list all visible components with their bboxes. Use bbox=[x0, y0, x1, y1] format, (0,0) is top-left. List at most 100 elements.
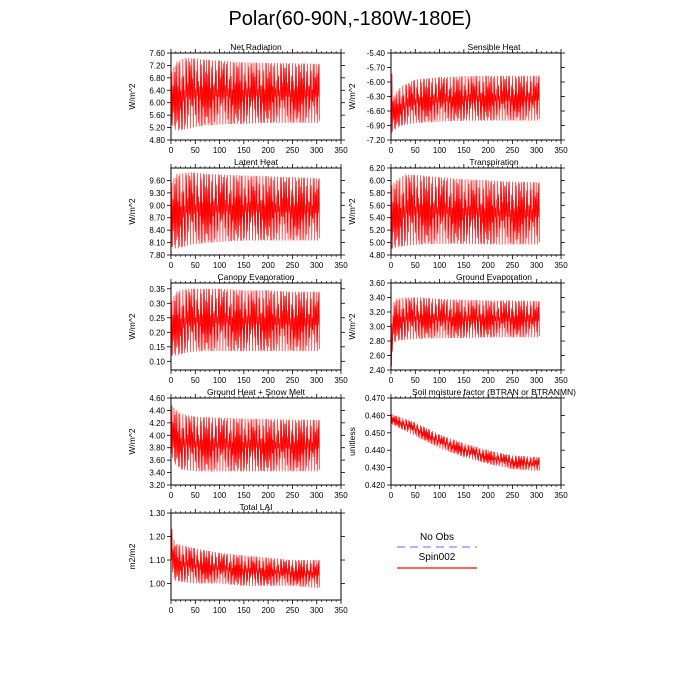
panel-title: Soil moisture factor (BTRAN or BTRANMN) bbox=[412, 387, 576, 397]
x-tick-label: 100 bbox=[213, 491, 227, 500]
x-tick-label: 250 bbox=[286, 261, 300, 270]
x-tick-label: 0 bbox=[389, 376, 394, 385]
plot-frame bbox=[170, 512, 342, 601]
y-tick-label: 1.10 bbox=[149, 556, 165, 565]
y-tick-label: 1.30 bbox=[149, 509, 165, 518]
panel-title: Net Radiation bbox=[230, 42, 282, 52]
y-tick-label: 8.40 bbox=[149, 226, 165, 235]
x-tick-label: 300 bbox=[310, 491, 324, 500]
x-tick-label: 200 bbox=[261, 376, 275, 385]
x-tick-label: 0 bbox=[389, 261, 394, 270]
plot-frame bbox=[390, 397, 562, 486]
plot-frame bbox=[170, 282, 342, 371]
y-tick-label: 9.00 bbox=[149, 201, 165, 210]
y-tick-label: 9.60 bbox=[149, 176, 165, 185]
x-tick-label: 100 bbox=[213, 606, 227, 615]
x-tick-label: 200 bbox=[261, 491, 275, 500]
series-line-spin002 bbox=[170, 404, 320, 472]
y-tick-label: 0.10 bbox=[149, 357, 165, 366]
x-tick-label: 350 bbox=[334, 146, 348, 155]
x-tick-label: 150 bbox=[457, 146, 471, 155]
x-tick-label: 0 bbox=[389, 146, 394, 155]
y-tick-label: 3.40 bbox=[369, 294, 385, 303]
x-tick-label: 100 bbox=[213, 376, 227, 385]
panel-canopy-evaporation: 0 50 100 150 200 250 300 350 0.10 0.15 0.20 0.25 0.3… bbox=[127, 272, 348, 385]
y-tick-label: -6.00 bbox=[367, 78, 386, 87]
y-tick-label: 0.15 bbox=[149, 343, 165, 352]
y-tick-label: 6.80 bbox=[149, 74, 165, 83]
x-tick-label: 150 bbox=[457, 491, 471, 500]
series-line-spin002 bbox=[390, 57, 540, 133]
legend: No Obs Spin002 bbox=[397, 532, 477, 569]
y-tick-label: 5.40 bbox=[369, 214, 385, 223]
x-tick-label: 50 bbox=[411, 146, 420, 155]
panel-title: Transpiration bbox=[469, 157, 519, 167]
y-tick-label: 3.40 bbox=[149, 469, 165, 478]
y-tick-label: 5.20 bbox=[149, 124, 165, 133]
y-tick-label: 4.40 bbox=[149, 406, 165, 415]
y-axis-label: W/m^2 bbox=[347, 313, 357, 339]
x-tick-label: 300 bbox=[310, 606, 324, 615]
y-tick-label: 8.70 bbox=[149, 214, 165, 223]
y-axis-label: W/m^2 bbox=[127, 428, 137, 454]
x-tick-label: 150 bbox=[237, 606, 251, 615]
x-tick-label: 250 bbox=[286, 491, 300, 500]
y-tick-label: 5.00 bbox=[369, 239, 385, 248]
series-line-spin002 bbox=[390, 413, 540, 471]
x-tick-label: 0 bbox=[169, 261, 174, 270]
y-tick-label: 1.20 bbox=[149, 533, 165, 542]
y-axis-label: W/m^2 bbox=[127, 313, 137, 339]
plot-frame bbox=[170, 167, 342, 256]
x-tick-label: 350 bbox=[334, 491, 348, 500]
y-tick-label: 5.80 bbox=[369, 189, 385, 198]
plot-frame bbox=[170, 52, 342, 141]
x-tick-label: 0 bbox=[169, 146, 174, 155]
x-tick-label: 350 bbox=[554, 261, 568, 270]
series-line-spin002 bbox=[390, 174, 540, 249]
x-tick-label: 0 bbox=[169, 376, 174, 385]
panel-title: Sensible Heat bbox=[468, 42, 522, 52]
x-tick-label: 200 bbox=[261, 261, 275, 270]
x-tick-label: 50 bbox=[411, 261, 420, 270]
series-line-spin002 bbox=[170, 172, 320, 249]
x-tick-label: 150 bbox=[457, 376, 471, 385]
panel-ground-heat-snow-melt: 0 50 100 150 200 250 300 350 3.20 3.40 3.60 3.80 4.0… bbox=[127, 387, 348, 500]
x-tick-label: 200 bbox=[261, 606, 275, 615]
y-axis-label: W/m^2 bbox=[347, 83, 357, 109]
y-tick-label: 3.00 bbox=[369, 323, 385, 332]
series-line-spin002 bbox=[170, 288, 320, 356]
x-tick-label: 350 bbox=[334, 376, 348, 385]
x-tick-label: 250 bbox=[286, 606, 300, 615]
panel-net-radiation: 0 50 100 150 200 250 300 350 4.80 5.20 5.60 6.00 6.4… bbox=[127, 42, 348, 155]
x-tick-label: 50 bbox=[191, 376, 200, 385]
x-tick-label: 50 bbox=[411, 491, 420, 500]
y-tick-label: 2.80 bbox=[369, 337, 385, 346]
x-tick-label: 250 bbox=[506, 491, 520, 500]
x-tick-label: 150 bbox=[457, 261, 471, 270]
y-tick-label: 8.10 bbox=[149, 239, 165, 248]
y-tick-label: 4.60 bbox=[149, 394, 165, 403]
y-tick-label: 0.470 bbox=[365, 394, 386, 403]
panel-latent-heat: 0 50 100 150 200 250 300 350 7.80 8.10 8.40 8.70 9.0… bbox=[127, 157, 348, 270]
plot-frame bbox=[390, 167, 562, 256]
x-tick-label: 250 bbox=[286, 146, 300, 155]
panel-soil-moisture-factor-btran-or-btranmn: 0 50 100 150 200 250 300 350 0.420 0.430 0.440 0.45… bbox=[347, 387, 576, 500]
x-tick-label: 200 bbox=[481, 491, 495, 500]
y-tick-label: 7.80 bbox=[149, 251, 165, 260]
panel-ground-evaporation: 0 50 100 150 200 250 300 350 2.40 2.60 2.80 3.00 3.2… bbox=[347, 272, 568, 385]
panels: 0 50 100 150 200 250 300 350 4.80 5.20 5.60 6.00 6.4… bbox=[127, 42, 576, 615]
y-axis-label: unitless bbox=[347, 427, 357, 456]
x-tick-label: 350 bbox=[334, 606, 348, 615]
x-tick-label: 250 bbox=[506, 146, 520, 155]
y-tick-label: 0.430 bbox=[365, 464, 386, 473]
x-tick-label: 350 bbox=[554, 146, 568, 155]
y-tick-label: 0.25 bbox=[149, 314, 165, 323]
y-axis-label: W/m^2 bbox=[127, 198, 137, 224]
x-tick-label: 100 bbox=[433, 376, 447, 385]
y-tick-label: 6.00 bbox=[149, 99, 165, 108]
y-tick-label: 6.00 bbox=[369, 176, 385, 185]
y-tick-label: -6.90 bbox=[367, 122, 386, 131]
plot-frame bbox=[170, 397, 342, 486]
x-tick-label: 0 bbox=[169, 606, 174, 615]
